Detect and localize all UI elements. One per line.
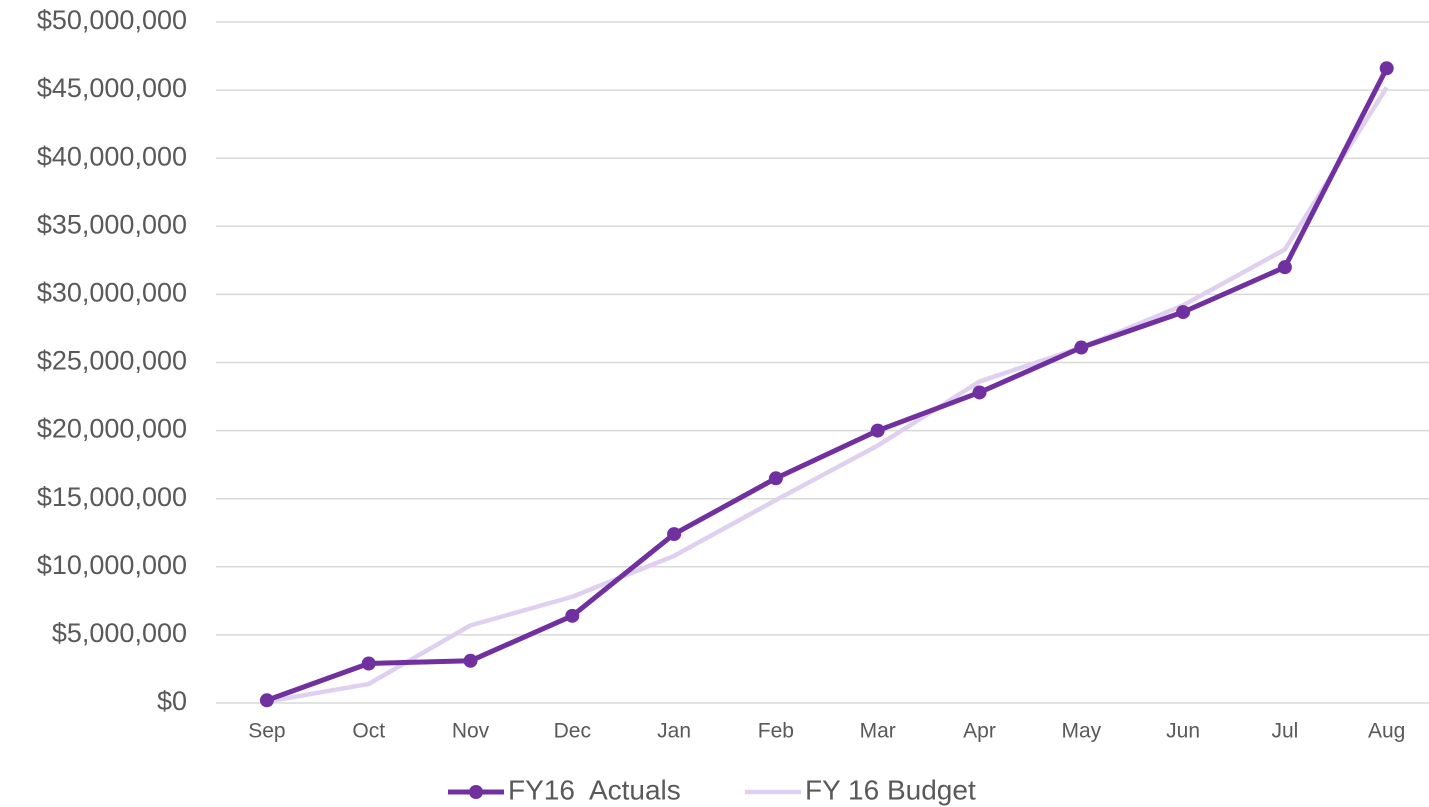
y-tick-label: $50,000,000 [37,5,187,35]
y-tick-label: $40,000,000 [37,141,187,171]
y-tick-label: $25,000,000 [37,346,187,376]
legend-label: FY 16 Budget [805,774,976,805]
y-tick-label: $20,000,000 [37,414,187,444]
data-point [565,608,580,623]
data-point [1379,61,1394,76]
data-point [1074,340,1089,355]
data-point [768,471,783,486]
data-point [667,527,682,542]
data-point [259,693,274,708]
x-tick-label: Sep [248,720,285,743]
x-tick-label: Jul [1271,720,1298,743]
x-tick-label: May [1061,720,1101,743]
y-tick-label: $30,000,000 [37,278,187,308]
data-point [361,656,376,671]
y-tick-label: $15,000,000 [37,482,187,512]
x-tick-label: Apr [963,720,996,743]
data-point [1176,305,1191,320]
data-point [972,385,987,400]
x-tick-label: Mar [860,720,896,743]
y-tick-label: $35,000,000 [37,209,187,239]
x-tick-label: Dec [554,720,591,743]
legend-marker [469,785,483,799]
y-tick-label: $0 [157,686,187,716]
x-tick-label: Nov [452,720,490,743]
series-line [266,86,1389,704]
x-tick-label: Aug [1368,720,1405,743]
legend-label: FY16 Actuals [508,774,681,805]
data-point [463,653,478,668]
data-point [870,423,885,438]
y-tick-label: $45,000,000 [37,73,187,103]
y-tick-label: $5,000,000 [52,618,187,648]
x-tick-label: Jan [657,720,691,743]
data-point [1277,260,1292,275]
y-tick-label: $10,000,000 [37,550,187,580]
x-tick-label: Feb [758,720,794,743]
x-tick-label: Oct [352,720,385,743]
series-line [266,67,1389,703]
x-tick-label: Jun [1166,720,1200,743]
